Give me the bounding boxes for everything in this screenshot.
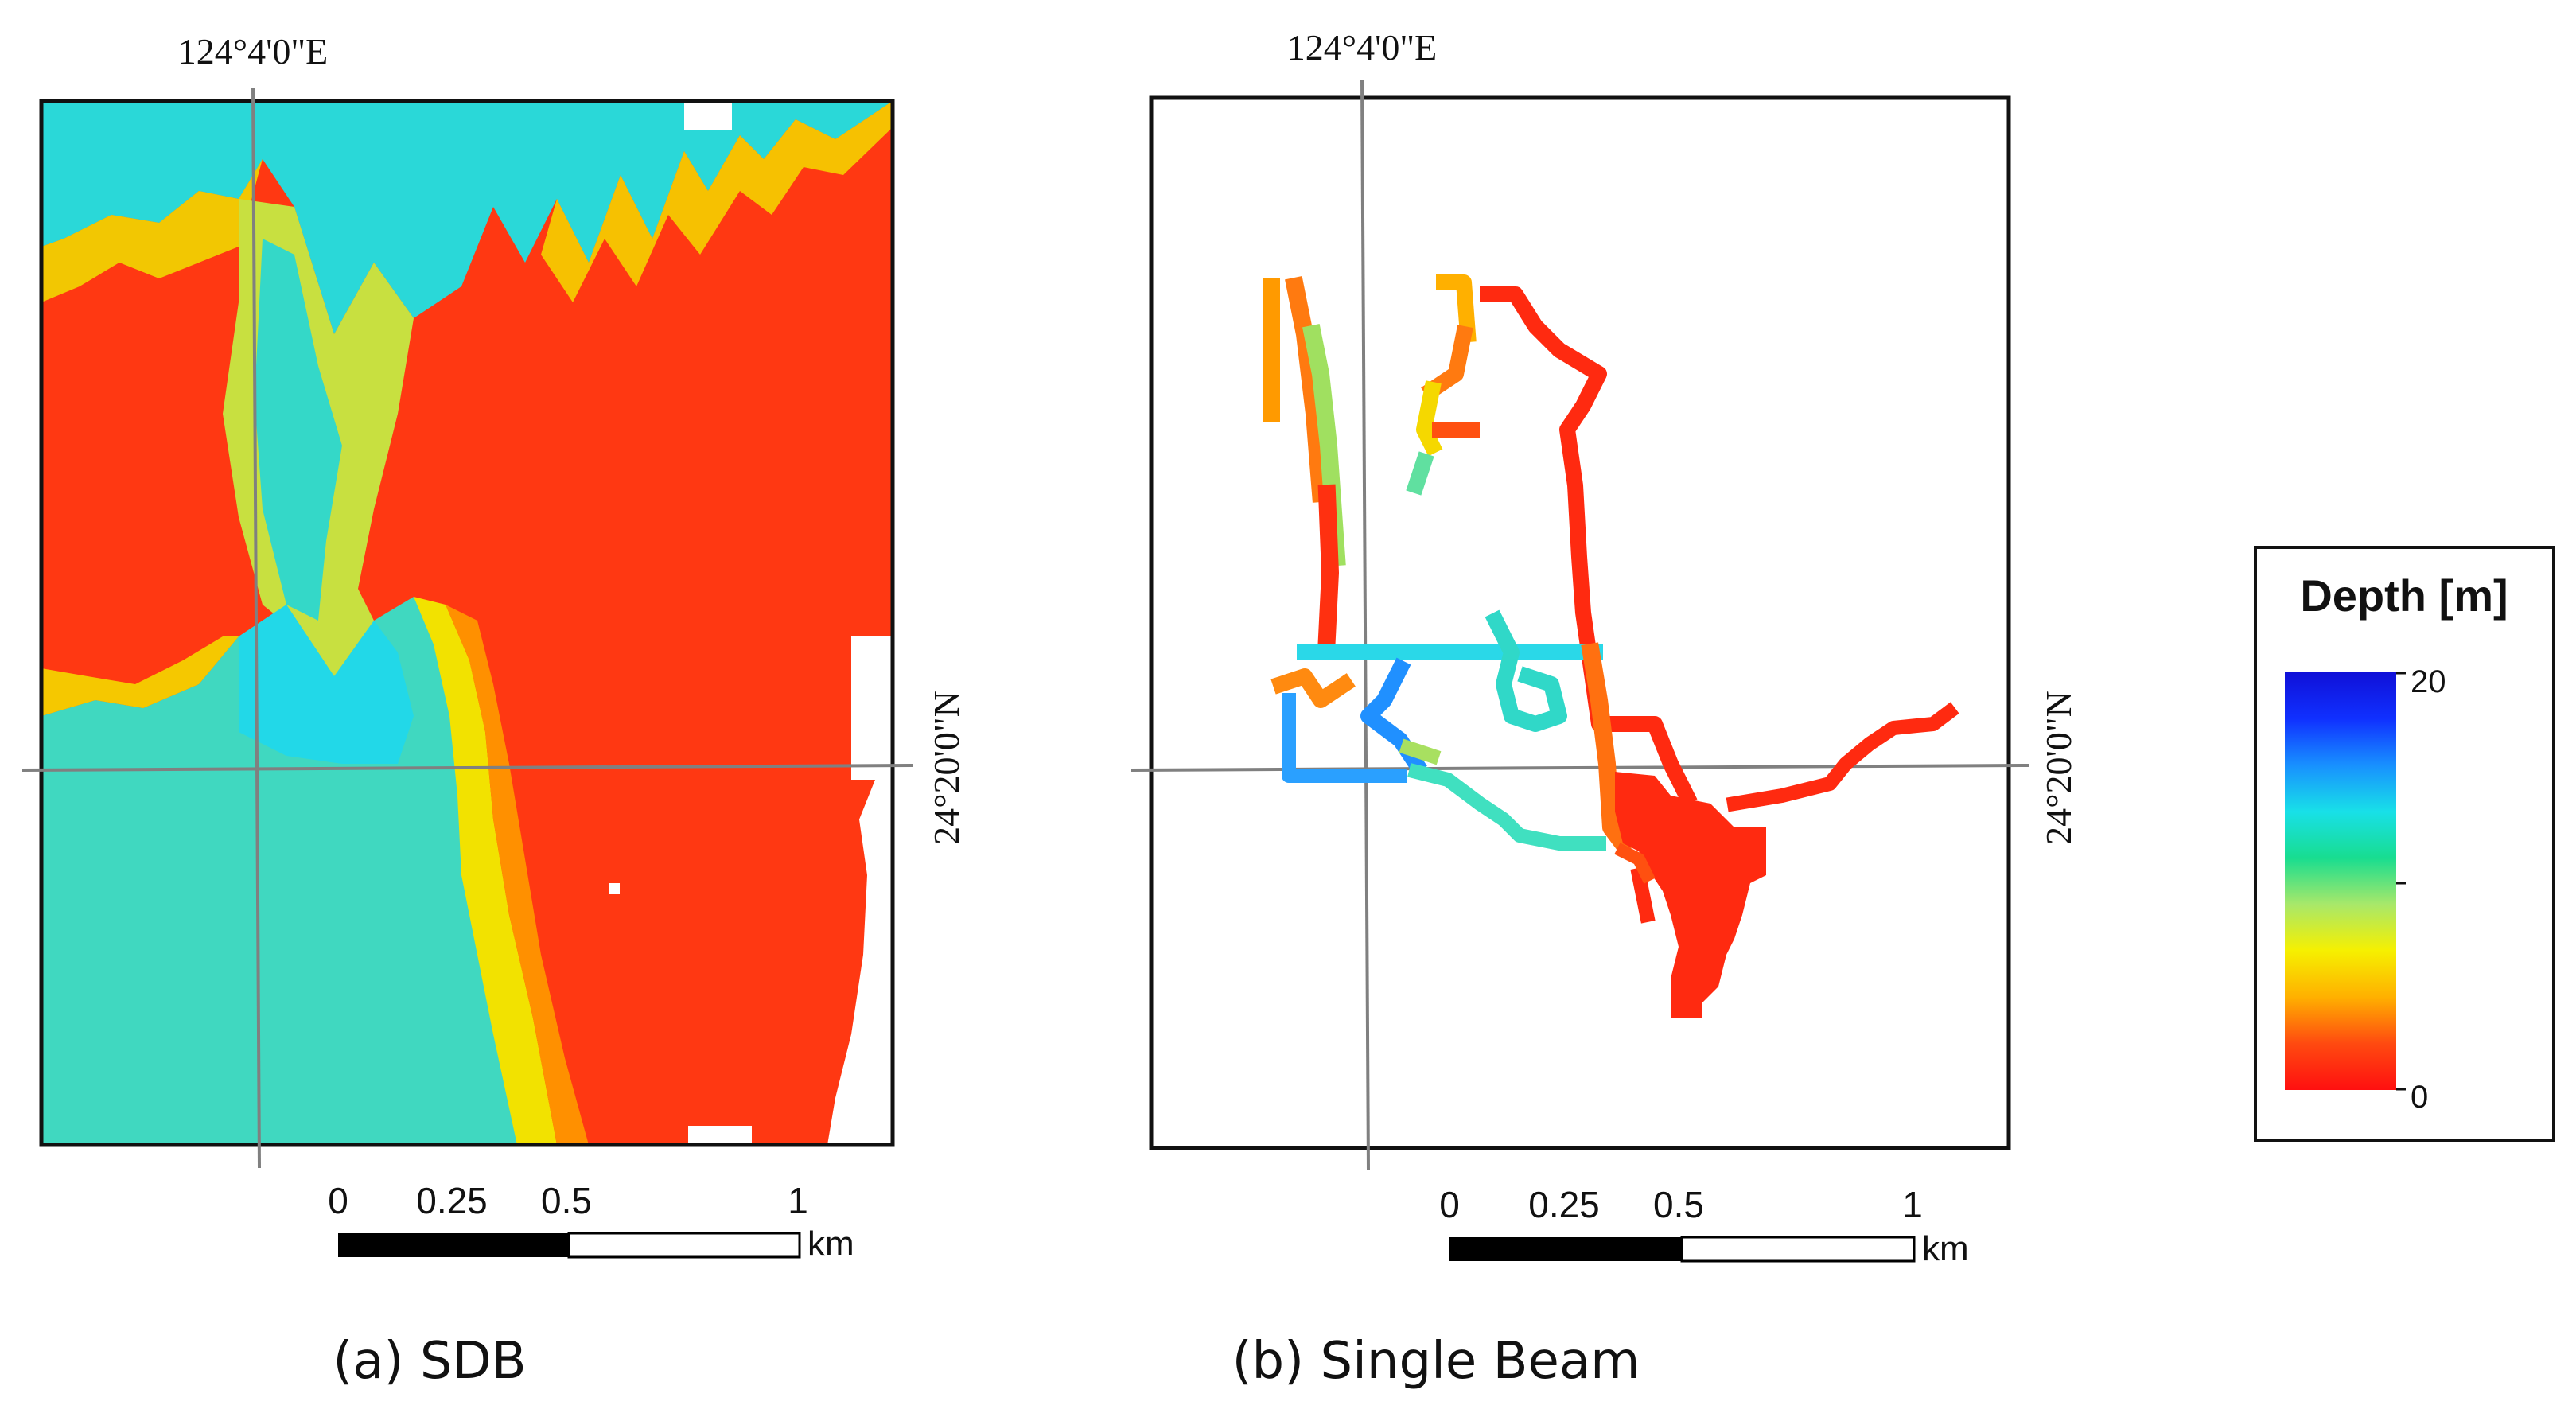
sb-latitude-gridline	[1130, 764, 2029, 772]
panel-sdb: 124°4'0"E 24°20'0"N 0 0.25 0.5 1 km (a) …	[21, 31, 967, 1391]
sdb-scale-bar: 0 0.25 0.5 1 km	[328, 1180, 854, 1263]
sdb-upper-right-fringe	[541, 101, 893, 302]
legend-title: Depth [m]	[2300, 570, 2508, 621]
sdb-raster	[41, 101, 893, 1145]
track-left-arm-mid	[1285, 276, 1330, 503]
scale-label: 1	[1902, 1184, 1923, 1225]
sb-survey-tracks	[1263, 274, 1959, 1018]
sdb-latitude-label: 24°20'0"N	[926, 691, 967, 845]
sdb-lower-left-cyan	[239, 605, 414, 764]
track-hook	[1406, 274, 1480, 496]
track-east-red-blob	[1615, 772, 1766, 1018]
scale-label: 0	[328, 1180, 348, 1221]
track-loop-bottom-cyan	[1407, 763, 1606, 851]
sdb-nodata-bottom	[688, 1126, 752, 1145]
scale-label: 0.25	[1528, 1184, 1600, 1225]
sb-scale-bar: 0 0.25 0.5 1 km	[1439, 1184, 1968, 1268]
legend-max-label: 20	[2411, 664, 2446, 699]
depth-legend: Depth [m] 20 0	[2254, 546, 2555, 1142]
scale-label: 0	[1439, 1184, 1460, 1225]
sb-longitude-label: 124°4'0"E	[1287, 27, 1438, 68]
scale-label: 0.5	[1653, 1184, 1704, 1225]
sb-latitude-label: 24°20'0"N	[2038, 691, 2079, 845]
sb-longitude-gridline	[1360, 79, 1370, 1170]
panel-single-beam: 124°4'0"E 24°20'0"N 0 0.25 0.5 1 km (b) …	[1130, 27, 2079, 1391]
scale-unit: km	[1922, 1229, 1969, 1268]
track-left-arm	[1263, 276, 1346, 646]
track-east-orange	[1581, 642, 1636, 856]
scale-segment-black	[1449, 1237, 1682, 1261]
scale-segment-white	[567, 1232, 801, 1259]
track-loop-bottom-blue	[1282, 693, 1407, 783]
sdb-transition-yellow	[414, 597, 557, 1145]
track-hook-green	[1406, 451, 1434, 496]
sdb-left-rim	[41, 636, 239, 716]
scale-unit: km	[807, 1224, 854, 1263]
scale-segment-black	[338, 1233, 569, 1257]
track-southwest-spur	[1614, 843, 1656, 884]
track-east-arm	[1726, 702, 1959, 812]
track-loop-green	[1399, 738, 1442, 765]
track-loop-left-orange	[1270, 668, 1356, 708]
sdb-nodata-speck	[609, 883, 620, 894]
track-hook-top	[1436, 274, 1477, 343]
sdb-longitude-label: 124°4'0"E	[178, 31, 329, 72]
sdb-nodata-upper	[684, 101, 732, 130]
scale-label: 0.5	[541, 1180, 592, 1221]
sdb-transition-orange	[446, 605, 589, 1145]
sdb-frame	[39, 99, 895, 1147]
sdb-nodata-right	[851, 636, 893, 780]
scale-segment-white	[1680, 1236, 1916, 1263]
track-hook-yellow	[1416, 380, 1443, 457]
scale-label: 1	[788, 1180, 808, 1221]
track-left-arm-lower	[1317, 484, 1339, 646]
track-loop-inner-cyan	[1485, 609, 1567, 732]
sdb-longitude-gridline	[251, 87, 261, 1169]
sdb-central-channel-core	[255, 239, 342, 621]
sdb-top-yellow-fringe	[41, 159, 263, 302]
track-east-red-spur	[1630, 866, 1656, 924]
sdb-caption: (a) SDB	[333, 1332, 526, 1391]
track-right-red	[1480, 286, 1698, 807]
scale-label: 0.25	[416, 1180, 488, 1221]
sdb-depth-regions	[41, 101, 893, 1145]
legend-color-ramp	[2285, 672, 2396, 1090]
sb-caption: (b) Single Beam	[1232, 1332, 1640, 1391]
legend-min-label: 0	[2411, 1080, 2428, 1115]
sdb-nodata-right-edge	[827, 780, 893, 1145]
sdb-latitude-gridline	[21, 764, 914, 772]
sdb-lower-left-flat	[41, 597, 549, 1145]
